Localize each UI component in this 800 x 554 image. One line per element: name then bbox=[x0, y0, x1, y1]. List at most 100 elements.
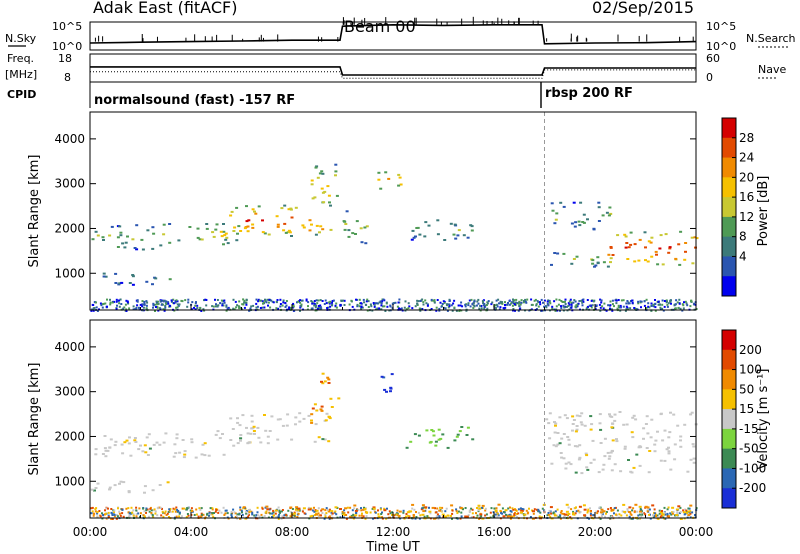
nsky-plot bbox=[89, 16, 697, 45]
echo-cell bbox=[570, 262, 574, 265]
echo-cell bbox=[209, 513, 212, 516]
echo-cell bbox=[284, 302, 287, 305]
echo-cell bbox=[554, 445, 558, 448]
echo-cell bbox=[506, 303, 509, 306]
echo-cell bbox=[628, 302, 631, 305]
echo-cell bbox=[311, 197, 315, 200]
echo-cell bbox=[476, 300, 479, 303]
echo-cell bbox=[103, 435, 107, 437]
echo-cell bbox=[605, 512, 607, 515]
echo-cell bbox=[613, 305, 615, 308]
echo-cell bbox=[177, 239, 181, 242]
echo-cell bbox=[127, 442, 131, 445]
echo-cell bbox=[94, 448, 98, 451]
echo-cell bbox=[679, 439, 682, 442]
echo-cell bbox=[667, 515, 670, 518]
echo-cell bbox=[250, 414, 254, 417]
echo-cell bbox=[213, 512, 215, 514]
echo-cell bbox=[578, 224, 582, 227]
echo-cell bbox=[529, 516, 532, 518]
echo-cell bbox=[113, 300, 116, 303]
echo-cell bbox=[549, 302, 552, 305]
echo-cell bbox=[132, 305, 135, 308]
echo-cell bbox=[200, 453, 204, 456]
echo-cell bbox=[542, 301, 544, 304]
echo-cell bbox=[196, 227, 200, 230]
echo-cell bbox=[511, 507, 514, 510]
echo-cell bbox=[278, 418, 282, 421]
echo-cell bbox=[606, 265, 610, 268]
freq-unit-label: [MHz] bbox=[5, 68, 37, 81]
echo-cell bbox=[425, 429, 429, 432]
echo-cell bbox=[508, 300, 511, 302]
echo-cell bbox=[547, 512, 550, 514]
echo-cell bbox=[452, 302, 455, 305]
echo-cell bbox=[517, 309, 520, 312]
echo-cell bbox=[675, 508, 679, 511]
echo-cell bbox=[266, 435, 270, 438]
echo-cell bbox=[261, 231, 265, 234]
echo-cell bbox=[257, 205, 261, 208]
echo-cell bbox=[349, 515, 352, 518]
colorbar-tick-label: -100 bbox=[739, 461, 766, 475]
echo-cell bbox=[325, 302, 328, 305]
echo-cell bbox=[294, 423, 297, 426]
echo-cell bbox=[662, 516, 665, 519]
echo-cell bbox=[307, 414, 311, 417]
echo-cell bbox=[236, 421, 240, 424]
echo-cell bbox=[470, 507, 473, 510]
echo-cell bbox=[422, 303, 425, 306]
echo-cell bbox=[653, 515, 656, 518]
echo-cell bbox=[667, 446, 670, 449]
echo-cell bbox=[430, 298, 433, 301]
echo-cell bbox=[639, 446, 643, 449]
echo-cell bbox=[486, 302, 489, 305]
echo-cell bbox=[148, 447, 152, 450]
echo-cell bbox=[555, 298, 558, 301]
echo-cell bbox=[249, 510, 251, 513]
echo-cell bbox=[266, 298, 269, 301]
echo-cell bbox=[107, 507, 109, 510]
echo-cell bbox=[448, 303, 451, 306]
echo-cell bbox=[381, 300, 384, 303]
echo-cell bbox=[482, 302, 485, 304]
echo-cell bbox=[650, 304, 653, 307]
echo-cell bbox=[594, 264, 598, 267]
echo-cell bbox=[120, 443, 124, 446]
echo-cell bbox=[237, 225, 241, 228]
echo-cell bbox=[279, 510, 281, 513]
echo-cell bbox=[158, 443, 162, 446]
echo-cell bbox=[631, 299, 634, 302]
echo-cell bbox=[245, 426, 248, 429]
echo-cell bbox=[315, 513, 319, 516]
echo-cell bbox=[599, 517, 602, 520]
echo-cell bbox=[586, 299, 589, 301]
echo-cell bbox=[412, 515, 415, 518]
echo-cell bbox=[139, 444, 142, 447]
echo-cell bbox=[219, 302, 222, 305]
echo-cell bbox=[648, 306, 651, 309]
colorbar-cell bbox=[722, 236, 736, 257]
echo-cell bbox=[520, 301, 523, 304]
echo-cell bbox=[310, 183, 314, 186]
colorbar-cell bbox=[722, 488, 736, 509]
echo-cell bbox=[288, 308, 291, 311]
echo-cell bbox=[433, 299, 436, 302]
echo-cell bbox=[679, 230, 683, 233]
echo-cell bbox=[443, 239, 447, 241]
echo-cell bbox=[586, 511, 589, 514]
echo-cell bbox=[169, 508, 172, 510]
echo-cell bbox=[291, 508, 294, 510]
x-tick-label: 12:00 bbox=[376, 525, 411, 539]
echo-cell bbox=[412, 514, 415, 517]
echo-cell bbox=[557, 516, 560, 519]
echo-cell bbox=[115, 514, 118, 516]
echo-cell bbox=[466, 236, 470, 239]
echo-cell bbox=[194, 302, 197, 305]
echo-cell bbox=[430, 308, 433, 310]
echo-cell bbox=[127, 507, 130, 510]
echo-cell bbox=[321, 508, 325, 511]
echo-cell bbox=[132, 509, 135, 512]
echo-cell bbox=[174, 301, 177, 304]
echo-cell bbox=[677, 505, 681, 508]
